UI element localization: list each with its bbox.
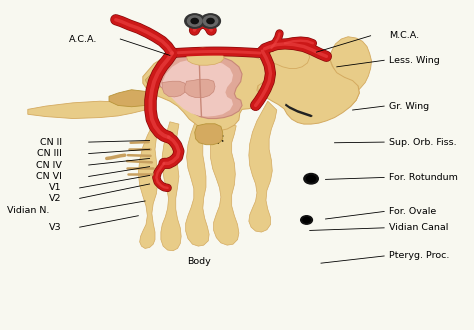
Text: C.A.: C.A. <box>266 43 285 52</box>
Polygon shape <box>161 59 233 116</box>
Circle shape <box>307 176 316 182</box>
Circle shape <box>207 18 214 24</box>
Text: For. Ovale: For. Ovale <box>389 207 436 216</box>
Polygon shape <box>329 37 372 107</box>
Polygon shape <box>249 101 277 232</box>
Text: CN VI: CN VI <box>36 172 62 181</box>
Polygon shape <box>264 44 310 68</box>
Polygon shape <box>161 122 181 251</box>
Text: Body: Body <box>187 257 211 266</box>
Polygon shape <box>210 124 239 245</box>
Circle shape <box>304 174 319 184</box>
Text: CN III: CN III <box>37 149 62 158</box>
Polygon shape <box>143 48 271 131</box>
Polygon shape <box>28 101 150 118</box>
Text: Vidian Canal: Vidian Canal <box>389 223 448 232</box>
Text: CN II: CN II <box>39 138 62 147</box>
Text: Pteryg. Proc.: Pteryg. Proc. <box>389 251 449 260</box>
Text: V2: V2 <box>49 194 62 203</box>
Polygon shape <box>158 54 242 118</box>
Text: CN IV: CN IV <box>36 160 62 170</box>
Polygon shape <box>162 81 187 97</box>
Text: For. Rotundum: For. Rotundum <box>389 173 457 182</box>
Text: V3: V3 <box>49 223 62 232</box>
Text: Gr. Wing: Gr. Wing <box>389 102 429 111</box>
Polygon shape <box>186 123 209 246</box>
Polygon shape <box>258 38 359 124</box>
Polygon shape <box>145 71 165 89</box>
Circle shape <box>185 14 205 28</box>
Circle shape <box>191 18 198 24</box>
Text: M.C.A.: M.C.A. <box>389 31 419 40</box>
Text: Sup. Orb. Fiss.: Sup. Orb. Fiss. <box>389 138 456 147</box>
Text: Chiasm: Chiasm <box>197 56 233 65</box>
Text: A.C.A.: A.C.A. <box>69 35 98 44</box>
Circle shape <box>301 216 312 224</box>
Text: *: * <box>211 132 223 156</box>
Polygon shape <box>187 48 224 65</box>
Text: Vidian N.: Vidian N. <box>7 206 49 215</box>
Polygon shape <box>138 126 159 248</box>
Text: V1: V1 <box>49 183 62 192</box>
Circle shape <box>201 14 220 28</box>
Text: Less. Wing: Less. Wing <box>389 56 439 65</box>
Circle shape <box>203 16 218 26</box>
Polygon shape <box>185 79 215 98</box>
Circle shape <box>303 217 310 223</box>
Polygon shape <box>285 104 313 117</box>
Polygon shape <box>109 90 154 107</box>
Polygon shape <box>195 124 223 145</box>
Circle shape <box>188 16 202 26</box>
